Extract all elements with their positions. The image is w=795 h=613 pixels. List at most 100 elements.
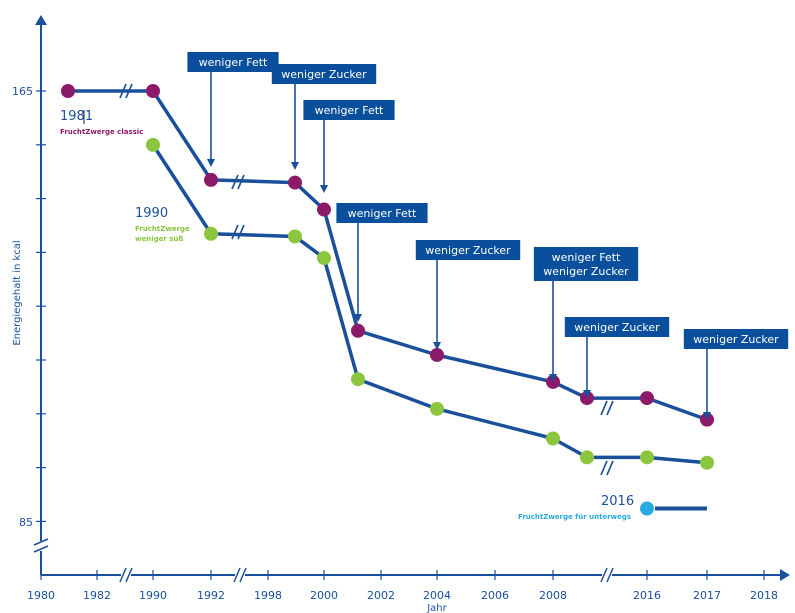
line-break-stroke: [231, 174, 239, 190]
data-point: [204, 172, 218, 187]
break-gap: [235, 568, 245, 582]
series-line: [151, 143, 708, 465]
axis-break-mark: [33, 538, 49, 553]
x-axis-arrow: [780, 569, 790, 581]
line-break-stroke: [600, 400, 608, 416]
data-point: [546, 431, 560, 446]
annotation-text: weniger Fett: [348, 207, 417, 220]
series-labels: 1981 FruchtZwerge classic 1990 FruchtZwerge…: [60, 109, 634, 521]
data-point: [317, 202, 331, 217]
data-point: [700, 455, 714, 470]
annotation-arrowhead: [207, 159, 215, 167]
y-axis-arrow: [35, 15, 47, 25]
x-tick-label: 1992: [197, 589, 225, 602]
annotation-callout: weniger Fett: [303, 100, 395, 193]
annotation-box: [303, 100, 395, 120]
data-point: [288, 229, 302, 244]
break-stroke: [606, 567, 614, 583]
break-gap: [121, 568, 131, 582]
series-label-year: 2016: [601, 494, 634, 509]
y-axis-title: Energiegehalt in kcal: [12, 240, 23, 345]
data-point: [351, 372, 365, 387]
annotation-text: weniger Zucker: [693, 333, 779, 346]
annotation-text: weniger Fett: [199, 56, 268, 69]
y-tick-label: 165: [12, 85, 33, 98]
axis-break-mark: [600, 567, 614, 583]
annotation-box: [415, 240, 521, 260]
x-axis-title: Jahr: [426, 603, 447, 613]
line-break-stroke: [237, 224, 245, 240]
series-lines: [68, 83, 708, 511]
annotation-text: weniger Zucker: [425, 244, 511, 257]
x-tick-label: 2006: [481, 589, 509, 602]
axis-break-mark: [119, 567, 133, 583]
annotation-box: [336, 203, 428, 223]
data-point: [288, 175, 302, 190]
series-label-name: FruchtZwerge classic: [60, 128, 143, 136]
x-tick-label: 2016: [633, 589, 661, 602]
data-point: [640, 501, 654, 516]
line-break-stroke: [125, 83, 133, 99]
annotation-arrowhead: [433, 342, 441, 350]
annotation-box: [564, 317, 670, 337]
annotation-callout: weniger Fett: [187, 52, 279, 167]
annotation-callout: weniger Zucker: [564, 317, 670, 398]
x-tick-label: 2000: [310, 589, 338, 602]
series-label-year: 1981: [60, 109, 93, 124]
series-label: 2016 FruchtZwerge für unterwegs: [518, 494, 634, 521]
break-stroke: [125, 567, 133, 583]
series-label-name: FruchtZwerge für unterwegs: [518, 513, 631, 521]
annotation-text: weniger Zucker: [543, 265, 629, 278]
data-point: [430, 401, 444, 416]
data-point: [580, 450, 594, 465]
annotation-callout: weniger Zucker: [683, 329, 789, 420]
break-stroke: [600, 567, 608, 583]
axis-break-mark: [233, 567, 247, 583]
x-tick-label: 1998: [254, 589, 282, 602]
annotation-box: [271, 64, 377, 84]
y-tick-label: 85: [19, 516, 33, 529]
break-stroke: [239, 567, 247, 583]
data-point: [430, 347, 444, 362]
x-tick-label: 2004: [423, 589, 451, 602]
data-point: [146, 137, 160, 152]
line-break-stroke: [606, 460, 614, 476]
line-break-stroke: [231, 224, 239, 240]
break-gap: [602, 568, 612, 582]
break-stroke: [33, 545, 49, 553]
break-stroke: [33, 538, 49, 546]
annotation-arrowhead: [583, 390, 591, 398]
axis-breaks: [33, 538, 614, 583]
x-tick-label: 1980: [27, 589, 55, 602]
series-label-year: 1990: [135, 206, 168, 221]
annotation-box: [683, 329, 789, 349]
x-tick-label: 2002: [367, 589, 395, 602]
annotation-box: [533, 247, 639, 281]
series-label-name: FruchtZwerge: [135, 225, 190, 233]
data-point: [317, 251, 331, 266]
series-label-name: weniger süß: [135, 235, 183, 243]
data-point: [61, 84, 75, 98]
data-point: [204, 226, 218, 241]
x-tick-label: 2017: [693, 589, 721, 602]
break-gap: [35, 541, 47, 551]
x-tick-label: 1990: [139, 589, 167, 602]
annotation-arrowhead: [549, 374, 557, 382]
annotation-callout: weniger Zucker: [271, 64, 377, 170]
data-point: [640, 391, 654, 406]
annotation-text: weniger Zucker: [574, 321, 660, 334]
series-label: 1981 FruchtZwerge classic: [60, 109, 143, 136]
annotation-callout: weniger Zucker: [415, 240, 521, 350]
break-stroke: [233, 567, 241, 583]
line-break-stroke: [606, 400, 614, 416]
annotation-arrowhead: [291, 162, 299, 170]
series-points: [61, 84, 714, 516]
x-tick-label: 2018: [750, 589, 778, 602]
annotation-text: weniger Fett: [552, 251, 621, 264]
data-point: [640, 450, 654, 465]
annotation-callout: weniger Fett: [336, 203, 428, 322]
